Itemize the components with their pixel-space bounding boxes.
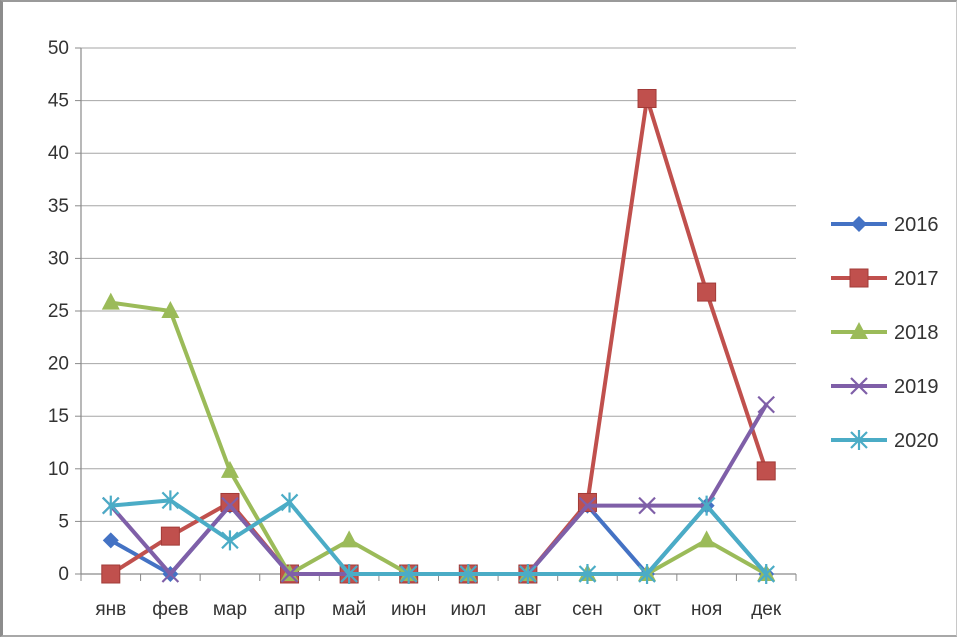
legend-item: 2016: [831, 214, 939, 236]
data-point: [697, 282, 717, 302]
x-tick-label: ноя: [691, 599, 722, 620]
data-point: [637, 88, 657, 108]
data-point: [221, 496, 239, 515]
legend-marker: [851, 216, 867, 232]
legend-marker: [850, 322, 868, 339]
data-point: [220, 492, 240, 512]
x-tick-label: дек: [751, 599, 782, 620]
series-layer: [101, 88, 776, 584]
data-point: [102, 532, 119, 549]
y-tick-label: 15: [48, 406, 69, 427]
legend-label: 2017: [894, 268, 939, 290]
series-2020: [102, 490, 775, 584]
series-2016: [102, 497, 775, 582]
data-point: [161, 565, 180, 583]
data-point: [280, 492, 299, 513]
y-tick-label: 50: [48, 38, 69, 59]
legend-marker: [849, 268, 869, 288]
data-point: [101, 292, 120, 310]
data-point: [638, 564, 656, 584]
x-tick-label: мар: [213, 599, 247, 620]
y-tick-label: 0: [58, 564, 69, 585]
data-point: [221, 530, 239, 551]
x-tick-label: окт: [633, 599, 661, 620]
data-point: [697, 530, 716, 548]
data-point: [519, 564, 537, 584]
legend: 2016 2017 2018 2019 2020: [831, 214, 939, 452]
data-point: [757, 564, 775, 584]
legend-item: 2018: [831, 322, 939, 344]
x-tick-label: июн: [391, 599, 426, 620]
x-tick-label: май: [332, 599, 366, 620]
data-point: [340, 530, 359, 548]
axes: 0 5 10 15 20 25 30 35 40 45 50 янв фев мар апр май июн ию…: [48, 38, 797, 620]
data-point: [578, 564, 597, 584]
data-point: [280, 565, 299, 583]
x-tick-label: авг: [514, 599, 542, 620]
y-tick-label: 30: [48, 248, 69, 269]
legend-label: 2019: [894, 376, 939, 398]
legend-label: 2016: [894, 214, 939, 236]
data-point: [459, 564, 478, 584]
y-tick-label: 20: [48, 354, 69, 375]
series-line: [108, 300, 769, 576]
x-tick-label: сен: [572, 599, 603, 620]
data-point: [161, 490, 180, 511]
data-point: [340, 564, 358, 584]
y-tick-label: 40: [48, 143, 69, 164]
data-point: [101, 564, 121, 584]
legend-label: 2020: [894, 430, 939, 452]
data-point: [161, 301, 180, 318]
gridlines: [81, 47, 796, 522]
x-tick-label: апр: [274, 599, 305, 620]
legend-item: 2019: [831, 376, 939, 398]
data-point: [756, 461, 776, 481]
x-tick-label: июл: [451, 599, 487, 620]
series-line: [108, 96, 769, 576]
data-point: [757, 395, 775, 414]
y-tick-label: 45: [48, 91, 69, 112]
legend-marker: [850, 430, 868, 450]
data-point: [220, 460, 239, 478]
data-point: [578, 496, 597, 515]
legend-marker: [850, 377, 868, 395]
data-point: [399, 564, 418, 584]
y-tick-label: 5: [58, 511, 69, 532]
y-tick-label: 25: [48, 301, 69, 322]
y-tick-label: 10: [48, 459, 69, 480]
data-point: [638, 496, 656, 515]
data-point: [160, 526, 180, 546]
legend-item: 2020: [831, 430, 939, 452]
legend-item: 2017: [831, 268, 939, 290]
series-2017: [101, 88, 776, 584]
x-tick-label: фев: [152, 599, 188, 620]
data-point: [577, 492, 597, 512]
legend-label: 2018: [894, 322, 939, 344]
x-tick-label: янв: [95, 599, 126, 620]
data-point: [102, 495, 120, 516]
series-2019: [102, 395, 775, 583]
y-tick-label: 35: [48, 196, 69, 217]
series-line: [108, 498, 769, 576]
data-point: [697, 495, 716, 516]
line-chart: 0 5 10 15 20 25 30 35 40 45 50 янв фев мар апр май июн ию…: [48, 38, 939, 620]
